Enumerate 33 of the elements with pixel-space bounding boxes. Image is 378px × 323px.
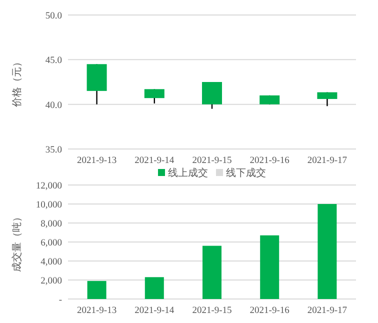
y-tick-label: -	[58, 296, 62, 306]
y-tick-label: 35.0	[45, 146, 62, 156]
bar	[318, 204, 337, 299]
x-tick-label: 2021-9-14	[134, 156, 174, 166]
legend-label: 线上成交	[168, 167, 208, 179]
bar	[260, 235, 280, 299]
y-tick-label: 6,000	[40, 238, 62, 248]
bar	[202, 246, 222, 299]
x-tick-label: 2021-9-14	[134, 306, 174, 316]
x-tick-label: 2021-9-16	[250, 156, 290, 166]
candlestick	[317, 92, 338, 107]
x-tick-label: 2021-9-17	[307, 306, 348, 316]
y-tick-label: 8,000	[40, 220, 62, 230]
x-tick-label: 2021-9-15	[192, 156, 232, 166]
y-axis-title: 价格（元）	[11, 57, 23, 108]
y-axis-title: 成交量（吨）	[11, 212, 23, 272]
bar	[87, 280, 106, 299]
x-tick-label: 2021-9-13	[77, 306, 117, 316]
x-tick-label: 2021-9-13	[77, 156, 117, 166]
y-tick-label: 40.0	[45, 100, 62, 111]
y-tick-label: 12,000	[36, 182, 62, 192]
y-tick-label: 10,000	[36, 200, 62, 210]
candlestick	[202, 81, 222, 110]
y-tick-label: 2,000	[40, 276, 62, 286]
x-tick-label: 2021-9-16	[250, 306, 290, 316]
y-tick-label: 4,000	[40, 258, 62, 268]
bar	[144, 277, 164, 299]
legend-label: 线下成交	[226, 167, 266, 179]
y-tick-label: 50.0	[45, 12, 62, 22]
y-tick-label: 45.0	[45, 56, 62, 66]
x-tick-label: 2021-9-15	[192, 306, 232, 316]
x-tick-label: 2021-9-17	[307, 156, 348, 166]
candlestick	[144, 88, 164, 104]
